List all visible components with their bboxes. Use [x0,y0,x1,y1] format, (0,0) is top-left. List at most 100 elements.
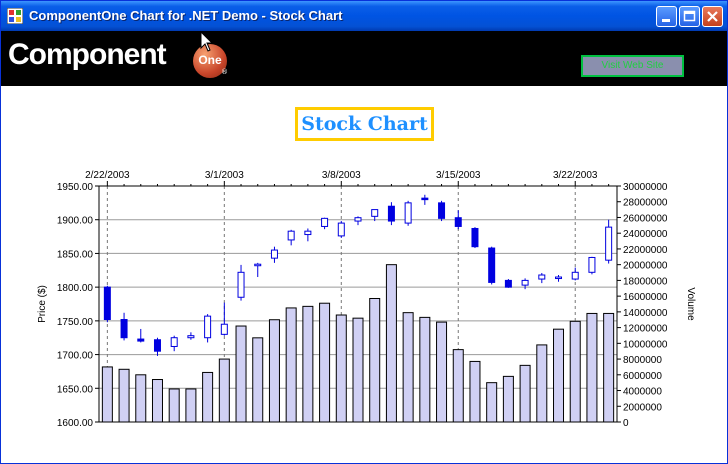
candle-body [488,247,496,283]
candle-body [337,222,345,237]
volume-bar [385,264,397,423]
volume-bar [419,316,431,423]
candle-body [187,335,195,339]
candle-body [137,338,145,342]
volume-axis-tick-label: 2000000 [623,402,662,413]
volume-bar [135,374,147,423]
candle-body [103,286,111,321]
volume-axis-tick-label: 20000000 [623,261,668,272]
volume-bar [101,366,113,423]
minimize-icon [662,19,670,22]
price-axis-tick-label: 1950.00 [57,182,94,193]
volume-axis-label: Volume [685,287,696,321]
candle-body [438,202,446,219]
volume-axis-tick-label: 22000000 [623,245,668,256]
volume-bar [369,297,381,423]
top-axis-tick-label: 3/15/2003 [436,170,481,181]
candle-body [120,319,128,339]
title-bar[interactable]: ComponentOne Chart for .NET Demo - Stock… [1,1,727,31]
volume-bar [302,305,314,423]
candle-body [254,263,262,267]
candle-body [421,197,429,201]
candle-body [304,230,312,236]
window-title: ComponentOne Chart for .NET Demo - Stock… [29,8,343,23]
volume-bar [536,344,548,423]
candle-body [538,274,546,280]
volume-bar [502,375,514,423]
volume-bar [603,312,615,423]
volume-bar [519,364,531,423]
top-axis-tick-label: 3/1/2003 [205,170,244,181]
logo-badge-text: One [198,53,222,67]
volume-bar [285,307,297,423]
price-axis-tick-label: 1800.00 [57,283,94,294]
candle-body [170,337,178,347]
logo-text: Component [8,38,167,71]
price-axis-tick-label: 1700.00 [57,351,94,362]
price-axis-tick-label: 1600.00 [57,418,94,429]
volume-axis-tick-label: 10000000 [623,339,668,350]
volume-bar [452,349,464,423]
volume-bar [185,388,197,423]
candle-body [521,279,529,286]
visit-website-button[interactable]: Visit Web Site [581,55,684,77]
volume-bar [335,314,347,423]
volume-axis-tick-label: 16000000 [623,292,668,303]
volume-axis-tick-label: 28000000 [623,198,668,209]
candle-body [454,217,462,227]
candle-body [504,279,512,288]
candle-body [404,202,412,224]
volume-bar [252,337,264,423]
volume-bar [151,379,163,423]
volume-bar [202,371,214,423]
maximize-icon [683,10,696,22]
price-axis-label: Price ($) [37,285,48,323]
close-icon [707,11,718,22]
brand-header: Component One ® Visit Web Site [1,31,727,86]
volume-bar [402,312,414,423]
candle-body [605,226,613,261]
candle-body [588,256,596,273]
price-axis-tick-label: 1650.00 [57,384,94,395]
volume-bar [218,358,230,423]
candle-body [237,271,245,298]
candle-body [270,249,278,259]
volume-axis-tick-label: 14000000 [623,308,668,319]
top-axis-tick-label: 3/22/2003 [553,170,598,181]
candle-body [555,276,563,280]
plot-frame [98,185,618,423]
price-axis-tick-label: 1850.00 [57,249,94,260]
candle-body [471,227,479,248]
volume-axis-tick-label: 12000000 [623,324,668,335]
volume-axis-tick-label: 30000000 [623,182,668,193]
price-axis-tick-label: 1750.00 [57,317,94,328]
volume-axis-tick-label: 26000000 [623,213,668,224]
volume-bar [469,360,481,423]
volume-bar [569,320,581,423]
volume-axis-tick-label: 18000000 [623,276,668,287]
volume-bar [486,382,498,423]
candle-body [321,217,329,227]
logo-registered-mark: ® [221,68,228,76]
app-icon [7,8,23,24]
volume-bar [268,319,280,423]
volume-axis-tick-label: 24000000 [623,229,668,240]
candle-body [287,230,295,241]
volume-bar [168,388,180,423]
minimize-button[interactable] [656,6,677,27]
mouse-cursor-icon [200,30,214,52]
close-button[interactable] [702,6,723,27]
candle-body [153,339,161,352]
candle-body [354,217,362,222]
candle-body [571,271,579,280]
candle-body [220,323,228,335]
candle-body [387,205,395,222]
volume-axis-tick-label: 4000000 [623,387,662,398]
volume-bar [319,302,331,423]
volume-axis-tick-label: 8000000 [623,355,662,366]
maximize-button[interactable] [679,6,700,27]
volume-bar [436,321,448,423]
candle-body [204,315,212,339]
volume-bar [553,328,565,423]
